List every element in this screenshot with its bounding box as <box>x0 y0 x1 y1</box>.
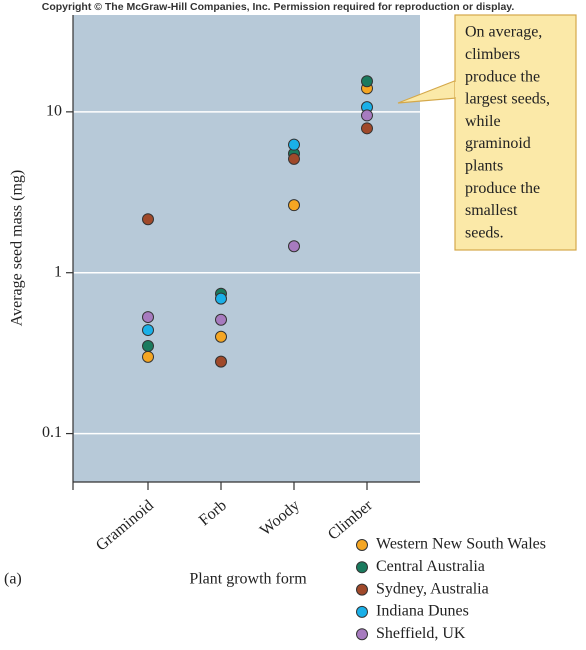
callout-text: produce the <box>465 180 540 197</box>
legend-marker <box>356 539 368 551</box>
x-axis-label: Plant growth form <box>189 571 307 588</box>
callout-text: seeds. <box>465 224 504 241</box>
y-tick-label: 0.1 <box>42 424 62 441</box>
plot-area <box>73 15 420 482</box>
point <box>288 199 300 212</box>
point <box>215 355 227 368</box>
point <box>361 109 373 122</box>
y-axis-label: Average seed mass (mg) <box>9 170 26 327</box>
legend-label: Sheffield, UK <box>376 625 466 642</box>
x-tick-label: Woody <box>257 497 303 539</box>
legend-marker <box>356 628 368 641</box>
callout-text: climbers <box>465 46 520 63</box>
y-tick-label: 1 <box>54 263 62 280</box>
callout-text: plants <box>465 157 503 174</box>
point <box>215 292 227 305</box>
legend-marker <box>356 561 368 574</box>
point <box>142 350 154 363</box>
callout-text: graminoid <box>465 135 531 152</box>
x-tick-label: Graminoid <box>93 497 157 555</box>
callout-text: largest seeds, <box>465 91 550 108</box>
legend-marker <box>356 583 368 596</box>
callout-text: while <box>465 113 501 130</box>
point <box>215 330 227 343</box>
point <box>142 213 154 226</box>
panel-label: (a) <box>4 571 22 588</box>
point <box>288 152 300 165</box>
callout-text: smallest <box>465 202 518 219</box>
point <box>142 324 154 337</box>
callout-text: On average, <box>465 24 542 41</box>
y-tick-label: 10 <box>46 103 62 120</box>
x-tick-label: Forb <box>196 497 230 529</box>
legend-marker <box>356 605 368 618</box>
legend-label: Western New South Wales <box>376 536 546 553</box>
point <box>142 340 154 353</box>
callout-text: produce the <box>465 68 540 85</box>
point <box>142 311 154 324</box>
point <box>361 122 373 135</box>
legend-label: Central Australia <box>376 558 485 575</box>
legend-label: Sydney, Australia <box>376 580 489 597</box>
point <box>361 75 373 88</box>
credit: Copyright © The McGraw-Hill Companies, I… <box>42 1 515 13</box>
callout-box <box>454 14 577 251</box>
legend-label: Indiana Dunes <box>376 603 469 620</box>
point <box>215 313 227 326</box>
point <box>288 240 300 253</box>
x-tick-label: Climber <box>325 496 377 543</box>
point <box>288 138 300 151</box>
